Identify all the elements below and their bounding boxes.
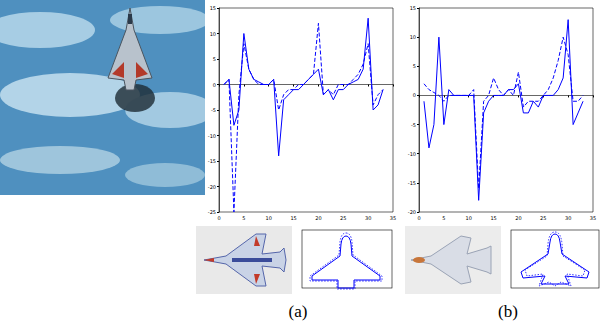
svg-text:15: 15 [490,215,496,221]
html-text:(a): (a) [288,302,308,321]
svg-text:10: 10 [466,215,472,221]
svg-text:-10: -10 [408,151,416,157]
svg-text:15: 15 [290,215,296,221]
svg-text:0: 0 [217,215,220,221]
svg-text:25: 25 [340,215,346,221]
svg-text:35: 35 [590,215,596,221]
svg-text:25: 25 [540,215,546,221]
svg-text:-5: -5 [211,107,216,113]
svg-text:10: 10 [266,215,272,221]
svg-text:10: 10 [410,34,416,40]
svg-text:5: 5 [442,215,445,221]
svg-text:15: 15 [210,5,216,11]
svg-text:0: 0 [417,215,420,221]
svg-text:35: 35 [390,215,396,221]
svg-text:30: 30 [565,215,571,221]
svg-text:5: 5 [242,215,245,221]
svg-text:-5: -5 [411,122,416,128]
svg-text:0: 0 [413,92,416,98]
svg-text:-15: -15 [208,158,216,164]
svg-text:20: 20 [315,215,321,221]
svg-text:-20: -20 [408,209,416,215]
svg-text:15: 15 [410,5,416,11]
svg-text:-20: -20 [208,184,216,190]
svg-text:-15: -15 [408,180,416,186]
svg-text:5: 5 [213,56,216,62]
svg-text:10: 10 [210,31,216,37]
svg-text:20: 20 [515,215,521,221]
svg-text:-25: -25 [208,209,216,215]
svg-text:-10: -10 [208,133,216,139]
svg-text:30: 30 [365,215,371,221]
html-text:(b): (b) [498,302,518,321]
svg-text:0: 0 [213,82,216,88]
svg-text:5: 5 [413,63,416,69]
